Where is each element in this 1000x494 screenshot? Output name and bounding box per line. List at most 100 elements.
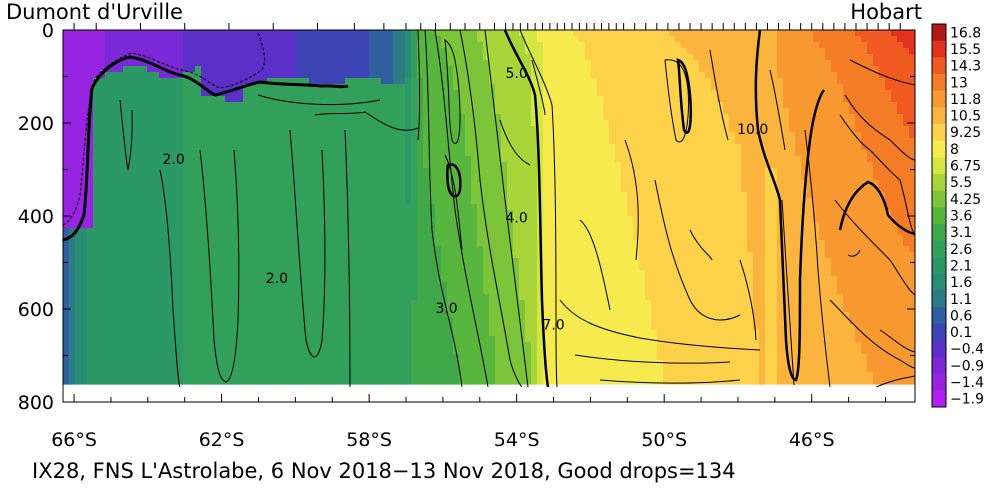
heat-cell xyxy=(87,84,94,91)
heat-cell xyxy=(507,342,514,349)
heat-cell xyxy=(315,306,322,313)
heat-cell xyxy=(93,48,100,55)
heat-cell xyxy=(309,36,316,43)
heat-cell xyxy=(285,66,292,73)
heat-cell xyxy=(459,78,466,85)
heat-cell xyxy=(183,132,190,139)
heat-cell xyxy=(405,90,412,97)
heat-cell xyxy=(327,150,334,157)
heat-cell xyxy=(249,72,256,79)
heat-cell xyxy=(87,48,94,55)
heat-cell xyxy=(207,306,214,313)
heat-cell xyxy=(273,42,280,49)
heat-cell xyxy=(561,258,568,265)
heat-cell xyxy=(369,156,376,163)
heat-cell xyxy=(303,78,310,85)
heat-cell xyxy=(189,360,196,367)
heat-cell xyxy=(219,342,226,349)
heat-cell xyxy=(225,354,232,361)
heat-cell xyxy=(537,84,544,91)
heat-cell xyxy=(447,36,454,43)
heat-cell xyxy=(519,36,526,43)
heat-cell xyxy=(339,96,346,103)
heat-cell xyxy=(225,222,232,229)
heat-cell xyxy=(447,66,454,73)
heat-cell xyxy=(159,360,166,367)
heat-cell xyxy=(195,306,202,313)
heat-cell xyxy=(531,30,538,37)
heat-cell xyxy=(327,138,334,145)
heat-cell xyxy=(81,72,88,79)
heat-cell xyxy=(159,114,166,121)
heat-cell xyxy=(513,204,520,211)
heat-cell xyxy=(339,240,346,247)
heat-cell xyxy=(285,84,292,91)
heat-cell xyxy=(333,210,340,217)
heat-cell xyxy=(393,258,400,265)
heat-cell xyxy=(219,354,226,361)
heat-cell xyxy=(537,96,544,103)
heat-cell xyxy=(477,174,484,181)
heat-cell xyxy=(549,42,556,49)
heat-cell xyxy=(321,180,328,187)
heat-cell xyxy=(99,90,106,97)
heat-cell xyxy=(141,96,148,103)
heat-cell xyxy=(393,150,400,157)
heat-cell xyxy=(279,366,286,373)
heat-cell xyxy=(231,246,238,253)
heat-cell xyxy=(171,258,178,265)
heat-cell xyxy=(75,144,82,151)
heat-cell xyxy=(375,132,382,139)
heat-cell xyxy=(99,294,106,301)
heat-cell xyxy=(165,324,172,331)
heat-cell xyxy=(87,264,94,271)
heat-cell xyxy=(363,144,370,151)
heat-cell xyxy=(459,228,466,235)
heat-cell xyxy=(549,168,556,175)
heat-cell xyxy=(561,186,568,193)
heat-cell xyxy=(405,72,412,79)
heat-cell xyxy=(207,66,214,73)
heat-cell xyxy=(441,210,448,217)
heat-cell xyxy=(417,198,424,205)
heat-cell xyxy=(87,312,94,319)
heat-cell xyxy=(465,240,472,247)
heat-cell xyxy=(231,318,238,325)
heat-cell xyxy=(141,162,148,169)
heat-cell xyxy=(207,126,214,133)
heat-cell xyxy=(93,36,100,43)
heat-cell xyxy=(447,90,454,97)
heat-cell xyxy=(333,60,340,67)
heat-cell xyxy=(285,228,292,235)
heat-cell xyxy=(165,240,172,247)
heat-cell xyxy=(147,258,154,265)
heat-cell xyxy=(351,126,358,133)
heat-cell xyxy=(501,294,508,301)
heat-cell xyxy=(273,318,280,325)
heat-cell xyxy=(135,162,142,169)
heat-cell xyxy=(453,378,460,385)
heat-cell xyxy=(111,270,118,277)
heat-cell xyxy=(531,306,538,313)
heat-cell xyxy=(207,120,214,127)
heat-cell xyxy=(123,150,130,157)
heat-cell xyxy=(501,204,508,211)
heat-cell xyxy=(225,108,232,115)
heat-cell xyxy=(297,72,304,79)
heat-cell xyxy=(135,174,142,181)
heat-cell xyxy=(237,216,244,223)
heat-cell xyxy=(339,186,346,193)
heat-cell xyxy=(141,198,148,205)
heat-cell xyxy=(93,60,100,67)
heat-cell xyxy=(129,312,136,319)
heat-cell xyxy=(279,348,286,355)
heat-cell xyxy=(429,240,436,247)
heat-cell xyxy=(417,192,424,199)
heat-cell xyxy=(105,72,112,79)
heat-cell xyxy=(243,246,250,253)
heat-cell xyxy=(87,360,94,367)
heat-cell xyxy=(249,246,256,253)
heat-cell xyxy=(471,174,478,181)
heat-cell xyxy=(435,378,442,385)
heat-cell xyxy=(225,264,232,271)
